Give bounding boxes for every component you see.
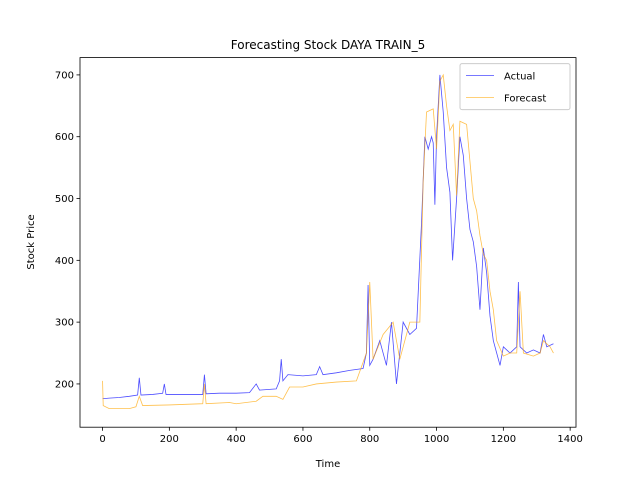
plot-area bbox=[102, 73, 554, 410]
y-axis-label: Stock Price bbox=[26, 214, 37, 269]
legend-box bbox=[459, 63, 571, 111]
y-tick-label: 600 bbox=[55, 132, 74, 143]
x-tick-label: 1000 bbox=[424, 434, 449, 445]
x-tick-label: 1400 bbox=[557, 434, 582, 445]
x-tick-label: 1200 bbox=[491, 434, 516, 445]
data-line bbox=[102, 73, 554, 410]
x-tick-label: 200 bbox=[160, 434, 179, 445]
chart-title: Forecasting Stock DAYA TRAIN_5 bbox=[231, 38, 425, 52]
x-tick-label: 0 bbox=[99, 434, 105, 445]
y-tick-label: 500 bbox=[55, 194, 74, 205]
x-tick-label: 800 bbox=[360, 434, 379, 445]
y-tick-label: 700 bbox=[55, 70, 74, 81]
x-tick-label: 600 bbox=[293, 434, 312, 445]
axes-frame bbox=[79, 57, 577, 428]
x-axis-label: Time bbox=[315, 459, 340, 470]
data-line bbox=[102, 74, 554, 400]
legend-label: Forecast bbox=[504, 94, 546, 105]
y-tick-label: 200 bbox=[55, 379, 74, 390]
y-tick-label: 400 bbox=[55, 256, 74, 267]
y-tick-label: 300 bbox=[55, 318, 74, 329]
x-tick-label: 400 bbox=[227, 434, 246, 445]
legend-label: Actual bbox=[504, 72, 535, 83]
